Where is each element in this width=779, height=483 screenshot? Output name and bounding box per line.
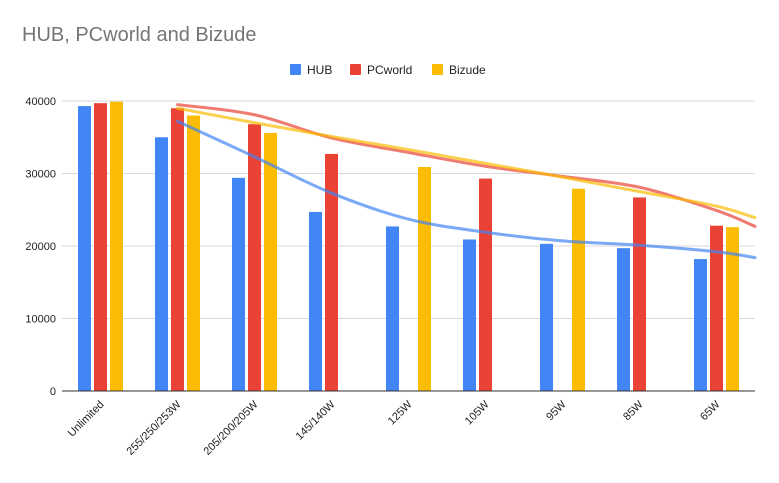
y-axis-ticks: 0 10000 20000 30000 40000	[25, 96, 56, 398]
legend-label-hub: HUB	[307, 63, 332, 77]
bar-hub	[386, 226, 399, 391]
bar-bizude	[187, 115, 200, 391]
bar-pcworld	[633, 197, 646, 391]
bar-pcworld	[479, 178, 492, 391]
bar-bizude	[572, 188, 585, 391]
trendline-hub	[176, 119, 757, 260]
y-tick-label: 0	[50, 386, 56, 398]
y-tick-label: 10000	[25, 314, 56, 326]
x-tick-label: 205/200/205W	[202, 398, 262, 458]
bar-bizude	[110, 101, 123, 391]
bar-pcworld	[710, 225, 723, 391]
legend-label-bizude: Bizude	[449, 63, 486, 77]
bar-hub	[232, 177, 245, 391]
x-tick-label: 125W	[386, 398, 415, 427]
legend-swatch-hub	[290, 64, 301, 75]
bar-hub	[617, 248, 630, 391]
x-tick-label: 85W	[621, 398, 646, 423]
bar-hub	[309, 211, 322, 391]
bar-hub	[155, 137, 168, 391]
bar-hub	[463, 239, 476, 391]
y-tick-label: 30000	[25, 169, 56, 181]
bar-pcworld	[94, 103, 107, 392]
x-tick-label: 65W	[698, 398, 723, 423]
legend-swatch-pcworld	[350, 64, 361, 75]
y-tick-label: 20000	[25, 241, 56, 253]
trendline-bizude	[176, 106, 757, 220]
legend-swatch-bizude	[432, 64, 443, 75]
bar-pcworld	[325, 153, 338, 391]
y-tick-label: 40000	[25, 96, 56, 108]
legend-label-pcworld: PCworld	[367, 63, 412, 77]
x-tick-label: 95W	[544, 398, 569, 423]
bar-hub	[694, 259, 707, 391]
chart-title: HUB, PCworld and Bizude	[22, 24, 257, 46]
x-axis-ticks: Unlimited 255/250/253W 205/200/205W 145/140…	[66, 398, 723, 458]
legend: HUB PCworld Bizude	[290, 63, 486, 77]
bar-bizude	[264, 132, 277, 391]
bar-hub	[540, 243, 553, 391]
x-tick-label: 105W	[463, 398, 492, 427]
bar-bizude	[726, 227, 739, 391]
x-tick-label: 255/250/253W	[125, 398, 185, 458]
trendlines	[176, 103, 757, 260]
bar-pcworld	[171, 108, 184, 391]
bar-pcworld	[248, 124, 261, 391]
bar-hub	[78, 106, 91, 391]
bar-bizude	[418, 166, 431, 391]
x-tick-label: Unlimited	[66, 399, 107, 440]
x-tick-label: 145/140W	[294, 398, 338, 442]
